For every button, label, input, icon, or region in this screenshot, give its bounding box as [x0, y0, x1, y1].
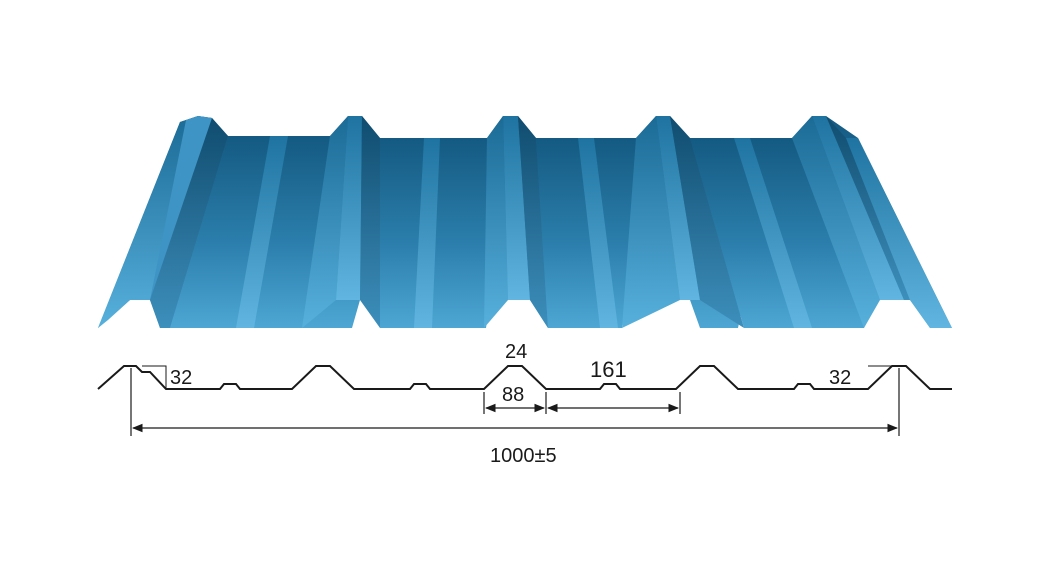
sheet-rib-slope-left — [484, 116, 508, 328]
sheet-pan — [170, 136, 330, 328]
dimension-lines — [130, 368, 900, 436]
sheet-edge-left-slope — [150, 118, 228, 328]
profile-edge-detail-right — [867, 365, 894, 390]
sheet-edge-left-crest — [150, 116, 212, 300]
dim-label-total-width: 1000±5 — [490, 445, 557, 467]
sheet-stiffener — [414, 138, 440, 328]
sheet-rib-crest — [812, 116, 904, 300]
sheet-stiffener — [578, 138, 618, 328]
sheet-rib-slope-right — [670, 116, 744, 328]
profile-line — [97, 365, 952, 390]
sheet-stiffener — [734, 138, 812, 328]
dim-label-pitch-gap: 161 — [590, 357, 627, 382]
sheet-rib-slope-right — [826, 116, 910, 300]
dimension-labels: 32 24 88 161 32 1000±5 — [170, 341, 851, 467]
dim-label-edge-left: 32 — [170, 367, 192, 389]
profile-cross-section — [97, 365, 952, 390]
sheet-rib-crest — [503, 116, 530, 300]
sheet-rib-slope-left — [622, 116, 680, 328]
dim-label-rib-top: 24 — [505, 341, 527, 363]
sheet-rib-slope-right — [518, 116, 548, 328]
dim-label-rib-base: 88 — [502, 384, 524, 406]
sheet-illustration — [98, 116, 952, 328]
sheet-edge-right — [846, 138, 952, 328]
sheet-rib-crest — [656, 116, 700, 300]
sheet-rib-crest — [336, 116, 362, 300]
sheet-stiffener — [236, 136, 288, 328]
sheet-rib-slope-left — [302, 116, 348, 328]
profile-edge-detail-left — [142, 365, 167, 389]
dim-label-edge-right: 32 — [829, 367, 851, 389]
sheet-rib-slope-right — [360, 116, 380, 328]
sheet-rib-slope-left — [792, 116, 880, 328]
